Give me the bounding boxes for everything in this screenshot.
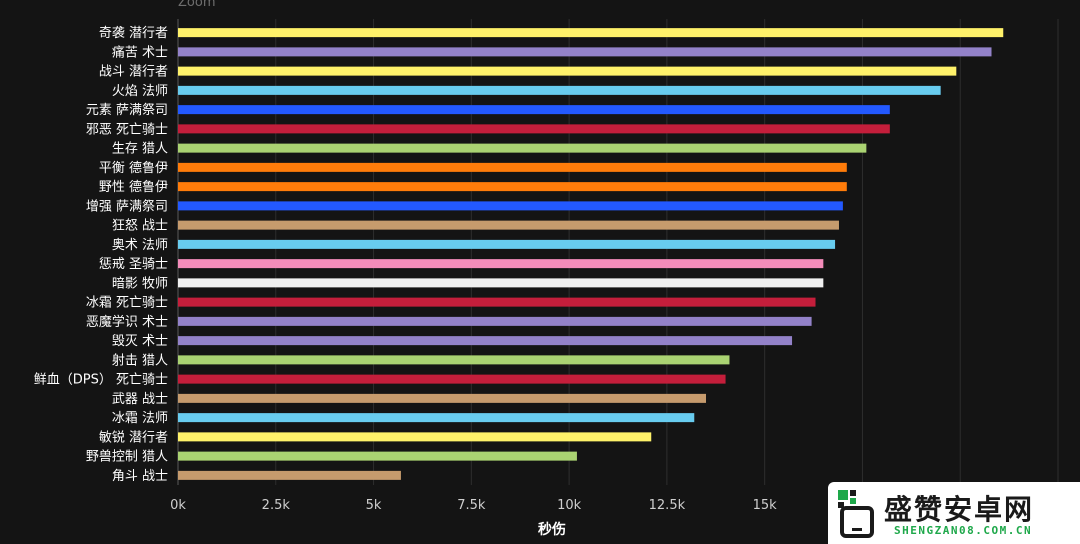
bar[interactable] [178,143,867,153]
category-label: 惩戒 圣骑士 [99,257,168,272]
bar[interactable] [178,66,957,76]
category-label: 暗影 牧师 [112,276,168,291]
watermark: 盛赞安卓网 SHENGZAN08.COM.CN [828,482,1080,544]
bar[interactable] [178,374,726,384]
category-label: 痛苦 术士 [112,44,168,60]
bar[interactable] [178,220,839,230]
category-label: 战斗 潜行者 [99,65,168,80]
watermark-subtitle: SHENGZAN08.COM.CN [894,524,1033,537]
category-label: 武器 战士 [112,392,168,407]
bar[interactable] [178,451,577,461]
x-tick-label: 0k [170,498,186,513]
grid-lines [177,19,1059,485]
bar[interactable] [178,239,836,249]
bar[interactable] [178,470,401,480]
category-label: 奥术 法师 [112,238,168,253]
category-label: 元素 萨满祭司 [86,103,168,118]
category-label: 奇袭 潜行者 [99,25,168,41]
x-tick-label: 5k [366,498,382,513]
bar[interactable] [178,259,824,269]
category-label: 邪恶 死亡骑士 [86,122,168,137]
x-tick-label: 2.5k [262,498,291,513]
category-label: 狂怒 战士 [112,219,168,234]
bar[interactable] [178,336,793,346]
category-label: 冰霜 法师 [112,411,168,426]
watermark-title: 盛赞安卓网 [884,493,1035,526]
bar[interactable] [178,316,812,326]
category-label: 鲜血（DPS） 死亡骑士 [34,373,168,388]
x-tick-label: 7.5k [457,498,486,513]
bar[interactable] [178,182,847,192]
bar[interactable] [178,432,652,442]
bar[interactable] [178,297,816,307]
phone-logo-icon [838,490,874,538]
x-axis-title: 秒伤 [538,521,566,538]
bar[interactable] [178,105,890,115]
category-label: 角斗 战士 [112,469,168,484]
bars [178,28,1004,480]
x-tick-label: 12.5k [649,498,686,513]
category-label: 敏锐 潜行者 [99,430,168,445]
bar[interactable] [178,28,1004,38]
category-label: 恶魔学识 术士 [86,314,168,330]
bar[interactable] [178,278,824,288]
category-label: 野兽控制 猎人 [86,450,168,465]
category-label: 毁灭 术士 [112,334,168,349]
x-tick-label: 10k [557,498,582,513]
x-tick-labels: 0k 2.5k 5k 7.5k 10k 12.5k 15k [170,498,777,513]
bar[interactable] [178,124,890,134]
bar[interactable] [178,85,941,95]
bar[interactable] [178,47,992,57]
category-label: 生存 猎人 [112,142,168,157]
bar[interactable] [178,413,695,423]
bar[interactable] [178,201,843,211]
category-label: 野性 德鲁伊 [99,180,168,195]
category-label: 平衡 德鲁伊 [99,161,168,176]
bar[interactable] [178,393,706,403]
category-label: 冰霜 死亡骑士 [86,296,168,311]
category-label: 增强 萨满祭司 [86,199,168,214]
x-tick-label: 15k [753,498,778,513]
bar[interactable] [178,355,730,365]
zoom-label[interactable]: Zoom [178,0,216,10]
bar[interactable] [178,162,847,172]
category-label: 火焰 法师 [112,84,168,99]
category-label: 射击 猎人 [112,352,168,368]
